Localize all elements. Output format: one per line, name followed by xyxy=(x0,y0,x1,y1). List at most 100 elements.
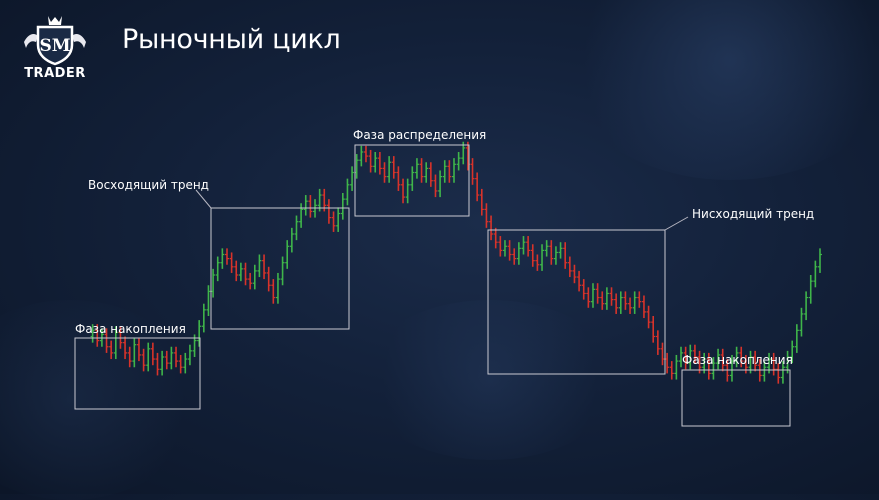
ohlc-bar xyxy=(679,346,684,368)
phase-box-accumulation-2 xyxy=(681,369,791,427)
ohlc-bar xyxy=(489,215,494,241)
ohlc-bar xyxy=(127,346,132,368)
ohlc-bar xyxy=(632,291,637,314)
ohlc-bar xyxy=(438,170,443,198)
ohlc-bar xyxy=(604,287,609,310)
ohlc-bar xyxy=(382,162,387,183)
brand-logo: SM TRADER xyxy=(18,12,92,82)
uptrend-connector xyxy=(195,189,212,209)
ohlc-bar xyxy=(405,178,410,204)
ohlc-bar xyxy=(461,141,466,165)
ohlc-bar xyxy=(419,158,424,183)
ohlc-bar xyxy=(512,248,517,265)
phase-label-accumulation-1: Фаза накопления xyxy=(75,322,186,336)
ohlc-bar xyxy=(577,270,582,292)
ohlc-bar xyxy=(178,354,183,374)
ohlc-bar xyxy=(794,324,799,353)
ohlc-bar xyxy=(530,244,535,267)
ohlc-bar xyxy=(331,211,336,232)
ohlc-bar xyxy=(187,344,192,366)
ohlc-bar xyxy=(470,158,475,185)
ohlc-bar xyxy=(95,324,100,347)
ohlc-bar xyxy=(377,152,382,175)
phase-box-downtrend xyxy=(487,229,666,375)
ohlc-bar xyxy=(586,287,591,308)
ohlc-bar xyxy=(238,262,243,282)
ohlc-bar xyxy=(262,254,267,280)
ohlc-bar xyxy=(590,283,595,308)
ohlc-bar xyxy=(257,254,262,278)
ohlc-bar xyxy=(326,199,331,224)
ohlc-bar xyxy=(637,291,642,308)
ohlc-bar xyxy=(720,348,725,372)
ohlc-bar xyxy=(340,193,345,220)
logo-text: TRADER xyxy=(24,66,86,81)
ohlc-bar xyxy=(169,346,174,370)
ohlc-bar xyxy=(359,145,364,167)
ohlc-bar xyxy=(563,242,568,269)
ohlc-bar xyxy=(248,272,253,290)
ohlc-bar xyxy=(303,195,308,216)
ohlc-bar xyxy=(136,338,141,362)
ohlc-bar xyxy=(818,248,822,273)
ohlc-bar xyxy=(350,166,355,191)
phase-box-accumulation-1 xyxy=(74,337,201,410)
ohlc-bar xyxy=(507,240,512,261)
ohlc-bar xyxy=(549,240,554,265)
ohlc-bar xyxy=(771,352,776,376)
ohlc-bars xyxy=(90,141,822,384)
ohlc-bar xyxy=(414,158,419,179)
ohlc-bar xyxy=(424,162,429,183)
ohlc-bar xyxy=(285,240,290,269)
ohlc-bar xyxy=(776,363,781,384)
ohlc-bar xyxy=(150,342,155,366)
ohlc-bar xyxy=(206,285,211,316)
ohlc-bar xyxy=(804,291,809,321)
phase-box-uptrend xyxy=(210,207,350,330)
ohlc-bar xyxy=(155,352,160,376)
ohlc-bar xyxy=(234,260,239,282)
ohlc-bar xyxy=(141,348,146,372)
ohlc-bar xyxy=(651,316,656,343)
ohlc-bar xyxy=(521,236,526,255)
ohlc-bar xyxy=(215,256,220,282)
ohlc-bar xyxy=(373,152,378,173)
ohlc-bar xyxy=(345,178,350,206)
ohlc-bar xyxy=(516,242,521,265)
ohlc-bar xyxy=(401,178,406,204)
page-title: Рыночный цикл xyxy=(122,24,341,55)
ohlc-bar xyxy=(762,361,767,382)
ohlc-bar xyxy=(396,166,401,191)
ohlc-bar xyxy=(581,279,586,300)
ohlc-bar xyxy=(567,256,572,278)
ohlc-bar xyxy=(146,342,151,372)
ohlc-bar xyxy=(739,346,744,368)
ohlc-bar xyxy=(289,227,294,253)
ohlc-bar xyxy=(308,195,313,218)
ohlc-bar xyxy=(553,246,558,265)
ohlc-bar xyxy=(336,207,341,232)
ohlc-bar xyxy=(475,172,480,202)
ohlc-bar xyxy=(808,275,813,304)
ohlc-bar xyxy=(90,324,95,343)
crowned-shield-bull-bear-icon: SM xyxy=(24,16,86,66)
ohlc-bar xyxy=(729,354,734,382)
ohlc-bar xyxy=(706,352,711,380)
ohlc-bar xyxy=(618,291,623,314)
ohlc-bar xyxy=(266,266,271,292)
ohlc-bar xyxy=(498,236,503,257)
phase-box-distribution xyxy=(354,144,470,217)
ohlc-bar xyxy=(271,279,276,304)
ohlc-bar xyxy=(211,268,216,298)
ohlc-bar xyxy=(447,160,452,183)
ohlc-bar xyxy=(669,361,674,380)
ohlc-bar xyxy=(456,152,461,171)
ohlc-bar xyxy=(535,254,540,271)
ohlc-bar xyxy=(183,352,188,374)
ohlc-bar xyxy=(299,203,304,228)
ohlc-bar xyxy=(716,348,721,370)
ohlc-bar xyxy=(160,350,165,376)
ohlc-bar xyxy=(799,307,804,337)
ohlc-bar xyxy=(609,287,614,306)
